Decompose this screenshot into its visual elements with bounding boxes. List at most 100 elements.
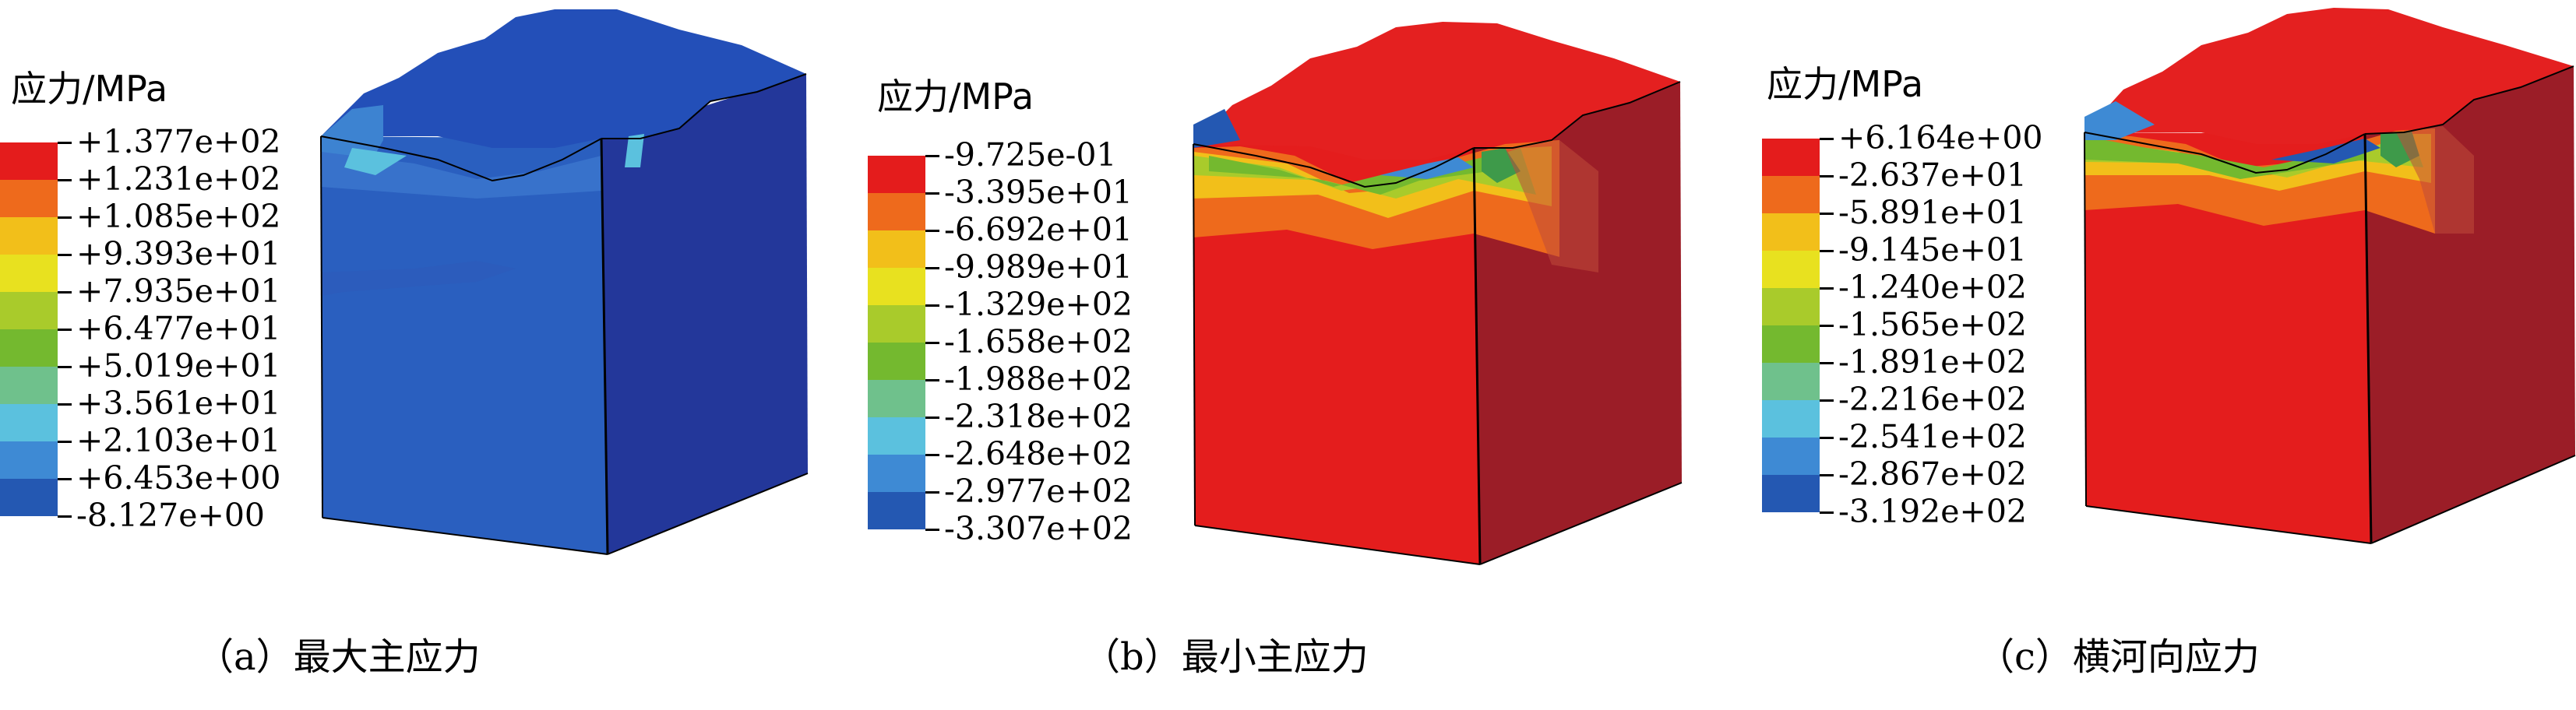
legend-swatch xyxy=(0,292,58,329)
legend-label: -9.989e+01 xyxy=(944,248,1133,286)
contour-band xyxy=(2396,126,2474,234)
contour-band xyxy=(1505,140,1598,272)
legend-label: +1.377e+02 xyxy=(76,123,281,160)
legend-tick xyxy=(1820,325,1834,327)
block-edge xyxy=(1472,147,1482,565)
legend-swatch xyxy=(1762,288,1820,325)
block-front-face xyxy=(2084,132,2371,543)
legend-label: +6.164e+00 xyxy=(1838,119,2043,156)
stress-contour-block xyxy=(320,9,809,555)
legend-label: -1.988e+02 xyxy=(944,360,1133,398)
legend-label: -1.658e+02 xyxy=(944,323,1133,360)
legend-tick xyxy=(58,254,72,256)
legend-label: -1.565e+02 xyxy=(1838,306,2028,343)
block-front-face xyxy=(1193,144,1480,564)
legend-title: 应力/MPa xyxy=(1767,63,1924,105)
legend-swatch xyxy=(1762,139,1820,176)
block-edge xyxy=(322,517,608,555)
legend-tick xyxy=(58,478,72,480)
legend-tick xyxy=(1820,511,1834,514)
block-edge xyxy=(2084,132,2087,507)
legend-tick xyxy=(58,329,72,331)
contour-band xyxy=(2084,136,2365,179)
caption: （b）最小主应力 xyxy=(1083,635,1369,679)
legend-label: +9.393e+01 xyxy=(76,235,281,272)
legend-label: -9.725e-01 xyxy=(944,136,1117,174)
legend-tick xyxy=(1820,399,1834,402)
legend-swatch xyxy=(868,417,925,455)
legend-swatch xyxy=(1762,438,1820,475)
legend-label: -1.891e+02 xyxy=(1838,343,2028,381)
legend-tick xyxy=(1820,287,1834,290)
block-edge xyxy=(600,138,609,555)
block-edge xyxy=(320,135,323,518)
contour-band xyxy=(2084,101,2155,140)
stress-contour-block xyxy=(2084,8,2576,544)
legend-label: -3.192e+02 xyxy=(1838,493,2028,530)
panel-b: 应力/MPa -9.725e-01 -3.395e+01 -6.692e+01 -9.… xyxy=(865,0,1721,710)
legend-swatch xyxy=(1762,400,1820,438)
legend-label: -8.127e+00 xyxy=(76,497,266,534)
legend-swatch xyxy=(0,255,58,292)
legend-tick xyxy=(1820,437,1834,439)
legend-tick xyxy=(925,192,939,195)
legend-swatch xyxy=(868,380,925,417)
legend-label: +5.019e+01 xyxy=(76,347,281,385)
legend-tick xyxy=(58,403,72,406)
block-edge xyxy=(2363,133,2373,544)
contour-band xyxy=(1193,109,1240,148)
legend-label: -1.240e+02 xyxy=(1838,269,2028,306)
legend-tick xyxy=(58,441,72,443)
contour-band xyxy=(1193,146,1552,218)
caption: （c）横河向应力 xyxy=(1977,635,2260,679)
panel-a: 应力/MPa +1.377e+02 +1.231e+02 +1.085e+02 +9.… xyxy=(0,0,857,710)
legend-label: -2.541e+02 xyxy=(1838,418,2028,455)
block-edge xyxy=(601,73,807,139)
legend-swatch xyxy=(0,142,58,180)
legend-label: +6.453e+00 xyxy=(76,459,281,497)
legend-label: -3.307e+02 xyxy=(944,510,1133,547)
block-edge xyxy=(1193,143,1475,188)
contour-band xyxy=(321,261,516,296)
legend-tick xyxy=(925,230,939,232)
legend-swatch xyxy=(0,329,58,367)
block-edge xyxy=(2085,505,2372,544)
block-edge xyxy=(1479,482,1683,565)
legend-swatch xyxy=(868,492,925,529)
legend-label: -2.867e+02 xyxy=(1838,455,2028,493)
legend-label: +7.935e+01 xyxy=(76,272,281,310)
block-edge xyxy=(1194,525,1481,565)
contour-band xyxy=(1380,157,1474,179)
legend-label: +3.561e+01 xyxy=(76,385,281,422)
legend-swatch xyxy=(0,441,58,479)
block-edge xyxy=(2370,455,2576,544)
legend-tick xyxy=(58,291,72,293)
legend-swatch xyxy=(868,268,925,305)
contour-band xyxy=(625,134,644,167)
legend-tick xyxy=(58,142,72,144)
legend-label: -1.329e+02 xyxy=(944,286,1133,323)
block-edge xyxy=(1193,143,1196,526)
legend-swatch xyxy=(868,230,925,268)
legend-swatch xyxy=(1762,213,1820,251)
legend-tick xyxy=(58,366,72,368)
legend-tick xyxy=(925,491,939,494)
caption: （a）最大主应力 xyxy=(196,635,481,679)
legend-swatch xyxy=(1762,176,1820,213)
block-edge xyxy=(1474,81,1681,149)
panel-c: 应力/MPa +6.164e+00 -2.637e+01 -5.891e+01 -9.… xyxy=(1754,0,2576,710)
legend-tick xyxy=(925,267,939,269)
legend-tick xyxy=(1820,362,1834,364)
legend-label: -2.637e+01 xyxy=(1838,156,2028,194)
block-top-face xyxy=(2084,8,2574,144)
legend-tick xyxy=(1820,175,1834,178)
block-top-face xyxy=(1193,22,1680,160)
legend-swatch xyxy=(868,305,925,343)
legend-tick xyxy=(1820,138,1834,140)
block-edge xyxy=(607,473,809,555)
legend-swatch xyxy=(868,156,925,193)
legend-swatch xyxy=(868,455,925,492)
legend-swatch xyxy=(868,343,925,380)
legend-tick xyxy=(925,379,939,381)
legend-tick xyxy=(925,342,939,344)
